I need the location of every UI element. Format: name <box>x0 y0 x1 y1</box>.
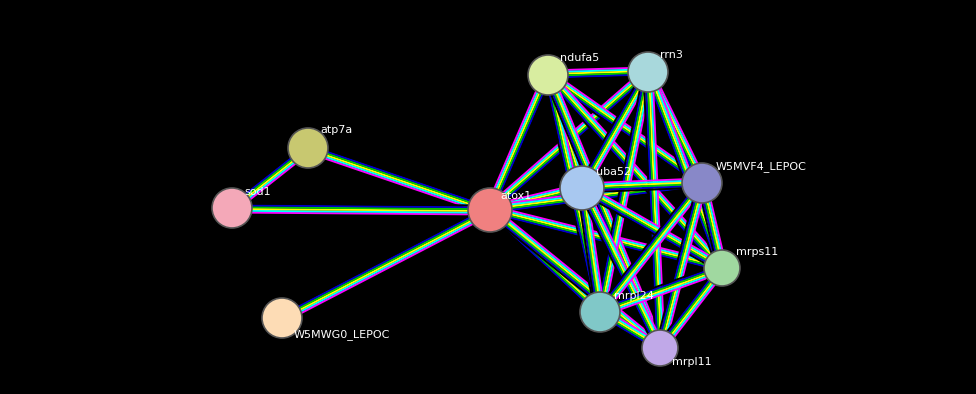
Circle shape <box>682 163 722 203</box>
Text: W5MVF4_LEPOC: W5MVF4_LEPOC <box>716 162 807 173</box>
Circle shape <box>212 188 252 228</box>
Text: atox1: atox1 <box>500 191 531 201</box>
Circle shape <box>704 250 740 286</box>
Circle shape <box>262 298 302 338</box>
Circle shape <box>628 52 668 92</box>
Circle shape <box>580 292 620 332</box>
Circle shape <box>560 166 604 210</box>
Text: mrps11: mrps11 <box>736 247 778 257</box>
Text: ndufa5: ndufa5 <box>560 53 599 63</box>
Text: sod1: sod1 <box>244 187 270 197</box>
Text: mrpl24: mrpl24 <box>614 291 654 301</box>
Text: W5MWG0_LEPOC: W5MWG0_LEPOC <box>294 329 390 340</box>
Circle shape <box>468 188 512 232</box>
Text: mrpl11: mrpl11 <box>672 357 712 367</box>
Circle shape <box>288 128 328 168</box>
Text: atp7a: atp7a <box>320 125 352 135</box>
Circle shape <box>528 55 568 95</box>
Circle shape <box>642 330 678 366</box>
Text: uba52: uba52 <box>596 167 631 177</box>
Text: rrn3: rrn3 <box>660 50 683 60</box>
